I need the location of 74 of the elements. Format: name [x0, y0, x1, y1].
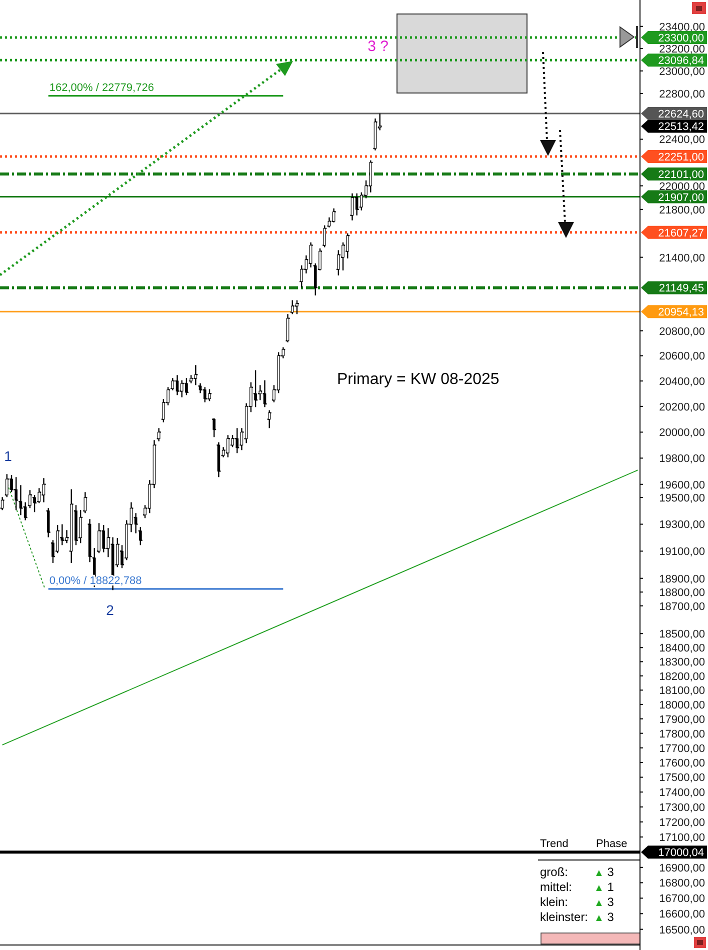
candlestick [268, 410, 271, 429]
y-tick-label: 18000,00 [659, 699, 705, 712]
candlestick [88, 518, 92, 563]
ref-line-label: 20954,13 [658, 306, 704, 319]
annotation: 1 [4, 448, 12, 464]
y-tick-label: 17600,00 [659, 758, 705, 770]
y-tick-label: 18300,00 [659, 656, 705, 669]
y-tick-label: 17700,00 [659, 742, 705, 755]
y-tick-label: 21800,00 [659, 204, 705, 216]
y-tick-label: 16900,00 [659, 862, 705, 874]
ref-line-label: 22624,60 [658, 108, 704, 120]
y-tick-label: 19500,00 [659, 492, 705, 505]
ref-line-label: 17000,04 [658, 847, 704, 860]
y-tick-label: 16600,00 [659, 908, 705, 921]
annotation: ▲ 3 [594, 910, 614, 924]
y-tick-label: 17400,00 [659, 787, 705, 800]
ref-line-label: 22101,00 [658, 168, 704, 181]
y-tick-label: 18100,00 [659, 685, 705, 698]
y-tick-label: 16700,00 [659, 893, 705, 906]
candlestick [323, 224, 326, 248]
y-tick-label: 18400,00 [659, 642, 705, 655]
y-tick-label: 17200,00 [659, 816, 705, 829]
annotation: mittel: [540, 880, 572, 894]
annotation: Trend [540, 838, 568, 850]
y-tick-label: 22000,00 [659, 180, 705, 193]
candlestick [84, 492, 87, 514]
ref-line-label: 21607,27 [658, 227, 704, 240]
candlestick [286, 314, 290, 343]
ref-line-label: 21149,45 [658, 282, 704, 295]
y-tick-label: 18500,00 [659, 628, 705, 641]
ref-line-label: 23096,84 [658, 55, 704, 68]
text: Primary = KW 08-2025 [337, 371, 500, 388]
annotation: ▲ 3 [594, 865, 614, 879]
ref-line-label: 22251,00 [658, 151, 704, 164]
annotation: 3 ? [368, 38, 388, 55]
y-tick-label: 16800,00 [659, 878, 705, 890]
annotation: kleinster: [540, 910, 588, 924]
y-tick-label: 18700,00 [659, 600, 705, 613]
y-tick-label: 19300,00 [659, 519, 705, 532]
y-tick-label: 23200,00 [659, 44, 705, 56]
y-tick-label: 19600,00 [659, 479, 705, 492]
y-tick-label: 22800,00 [659, 88, 705, 100]
annotation: klein: [540, 895, 568, 909]
annotation: ▲ 3 [594, 895, 614, 909]
candlestick [157, 428, 160, 442]
y-tick-label: 18200,00 [659, 670, 705, 683]
y-tick-label: 17900,00 [659, 714, 705, 726]
text: 22513,42 [658, 121, 704, 134]
annotation: 2 [106, 602, 114, 618]
candlestick [46, 508, 50, 538]
y-tick-label: 22400,00 [659, 134, 705, 146]
y-tick-label: 17100,00 [659, 832, 705, 844]
y-tick-label: 17300,00 [659, 802, 705, 814]
y-tick-label: 16500,00 [659, 924, 705, 936]
y-tick-label: 20200,00 [659, 401, 705, 414]
series-label: 162,00% / 22779,726 [49, 82, 154, 94]
ref-line-label: 23300,00 [658, 32, 704, 44]
ref-line-label: 21907,00 [658, 192, 704, 204]
annotation: ▲ 1 [594, 880, 614, 894]
y-tick-label: 23400,00 [659, 21, 705, 34]
y-tick-label: 19800,00 [659, 453, 705, 466]
annotation: Phase [596, 838, 628, 850]
annotation: groß: [540, 865, 568, 879]
y-tick-label: 18900,00 [659, 573, 705, 586]
y-tick-label: 18800,00 [659, 587, 705, 600]
y-tick-label: 20600,00 [659, 350, 705, 363]
y-tick-label: 20400,00 [659, 376, 705, 388]
y-tick-label: 20800,00 [659, 326, 705, 338]
y-tick-label: 17500,00 [659, 772, 705, 784]
y-tick-label: 21400,00 [659, 252, 705, 264]
y-tick-label: 20000,00 [659, 427, 705, 440]
y-tick-label: 19100,00 [659, 546, 705, 558]
y-tick-label: 17800,00 [659, 728, 705, 740]
y-tick-label: 23000,00 [659, 66, 705, 78]
